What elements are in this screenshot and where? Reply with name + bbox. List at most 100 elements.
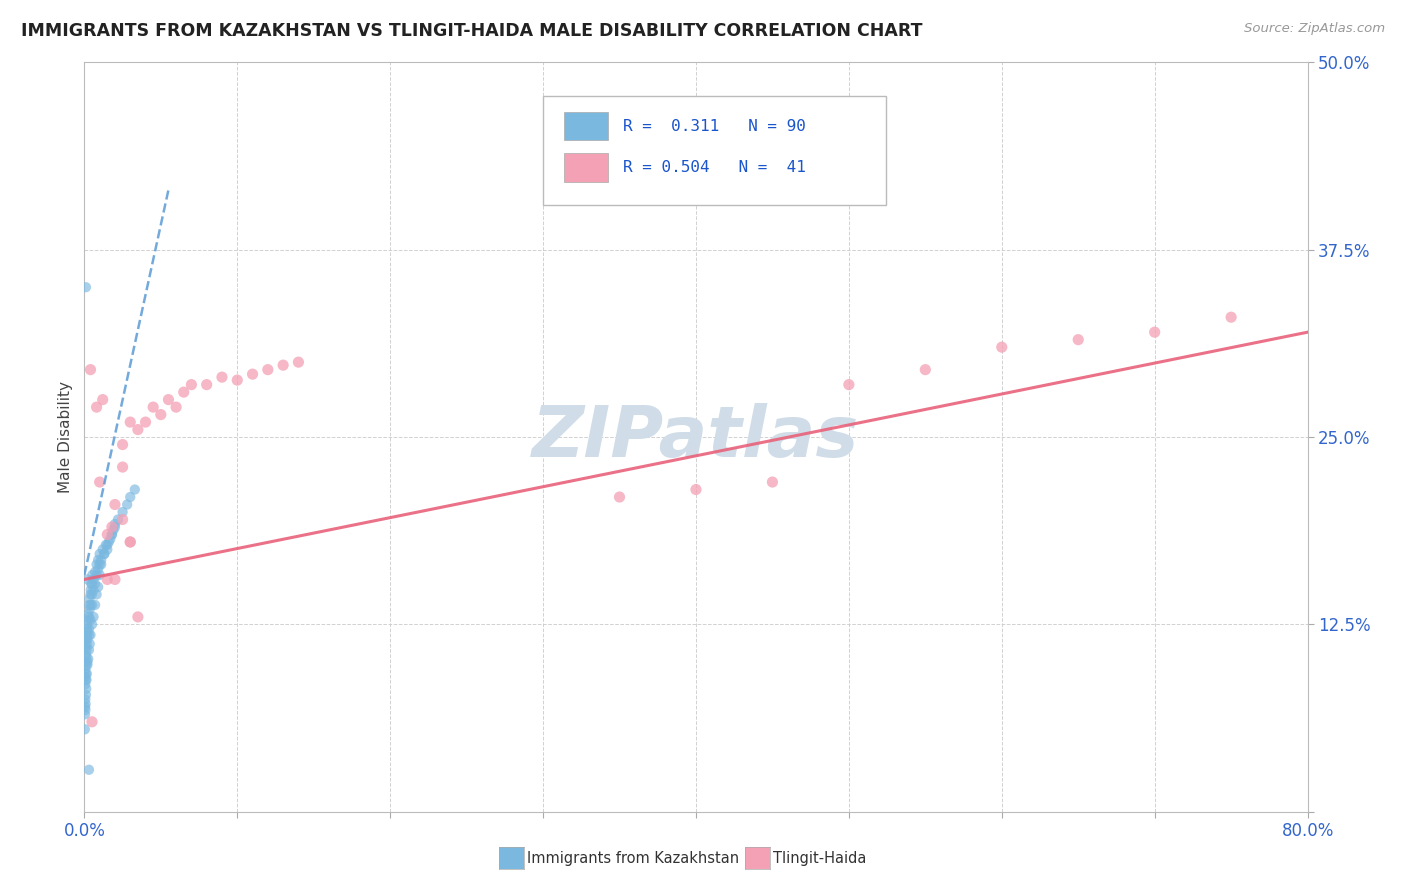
Point xyxy=(101,527,124,541)
Point xyxy=(83,610,105,624)
Text: Tlingit-Haida: Tlingit-Haida xyxy=(773,851,866,865)
Point xyxy=(83,573,105,587)
Point xyxy=(93,547,115,561)
Point xyxy=(104,498,127,512)
Point xyxy=(104,516,127,531)
Point xyxy=(120,535,142,549)
Point xyxy=(135,415,157,429)
Point xyxy=(271,358,294,372)
Point xyxy=(127,610,149,624)
Point xyxy=(76,622,98,636)
Point xyxy=(91,392,114,407)
Point xyxy=(84,565,107,579)
Point xyxy=(73,655,96,669)
Point xyxy=(94,538,117,552)
Point xyxy=(76,624,98,639)
Text: Immigrants from Kazakhstan: Immigrants from Kazakhstan xyxy=(527,851,740,865)
Text: IMMIGRANTS FROM KAZAKHSTAN VS TLINGIT-HAIDA MALE DISABILITY CORRELATION CHART: IMMIGRANTS FROM KAZAKHSTAN VS TLINGIT-HA… xyxy=(21,22,922,40)
Point xyxy=(76,613,98,627)
Point xyxy=(87,580,110,594)
Point xyxy=(103,523,125,537)
Point xyxy=(149,408,172,422)
Point xyxy=(77,622,100,636)
Point xyxy=(84,598,107,612)
Text: ZIPatlas: ZIPatlas xyxy=(533,402,859,472)
Point xyxy=(77,610,100,624)
Point xyxy=(79,613,101,627)
FancyBboxPatch shape xyxy=(543,96,886,205)
Point xyxy=(124,483,146,497)
Point xyxy=(75,662,97,676)
Point xyxy=(76,655,98,669)
Point xyxy=(120,490,142,504)
Point xyxy=(97,535,120,549)
Point xyxy=(80,577,103,591)
Point xyxy=(75,632,97,647)
Text: R = 0.504   N =  41: R = 0.504 N = 41 xyxy=(623,160,806,175)
Point xyxy=(79,587,101,601)
Point xyxy=(80,577,103,591)
Point xyxy=(914,362,936,376)
Point xyxy=(93,547,115,561)
Point xyxy=(86,587,108,601)
Point xyxy=(86,558,108,572)
Point xyxy=(75,688,97,702)
Point xyxy=(75,640,97,654)
Point xyxy=(83,582,105,597)
Point xyxy=(115,498,138,512)
Point xyxy=(76,632,98,647)
Point xyxy=(84,577,107,591)
Point xyxy=(111,505,134,519)
Text: Source: ZipAtlas.com: Source: ZipAtlas.com xyxy=(1244,22,1385,36)
Point xyxy=(86,568,108,582)
Point xyxy=(991,340,1014,354)
Point xyxy=(77,628,100,642)
Point xyxy=(79,598,101,612)
Point xyxy=(77,598,100,612)
Point xyxy=(838,377,860,392)
Point xyxy=(75,673,97,687)
Point xyxy=(79,628,101,642)
Point xyxy=(101,527,124,541)
Point xyxy=(77,643,100,657)
Point xyxy=(609,490,631,504)
Point xyxy=(79,602,101,616)
Point xyxy=(120,535,142,549)
Point xyxy=(75,280,97,294)
Point xyxy=(89,547,111,561)
Point xyxy=(76,637,98,651)
Point xyxy=(75,666,97,681)
Point xyxy=(98,532,121,546)
Point xyxy=(287,355,309,369)
Point xyxy=(79,362,101,376)
Point xyxy=(257,362,280,376)
Bar xyxy=(564,112,607,140)
Point xyxy=(91,542,114,557)
Point xyxy=(80,598,103,612)
Point xyxy=(80,714,103,729)
Point xyxy=(111,460,134,475)
Point xyxy=(180,377,202,392)
Point xyxy=(76,617,98,632)
Point xyxy=(73,707,96,722)
Point xyxy=(76,643,98,657)
Point xyxy=(76,628,98,642)
Point xyxy=(75,670,97,684)
Point xyxy=(111,437,134,451)
Point xyxy=(87,562,110,576)
Point xyxy=(226,373,249,387)
Point xyxy=(75,681,97,696)
Point xyxy=(76,666,98,681)
Bar xyxy=(564,153,607,182)
Text: R =  0.311   N = 90: R = 0.311 N = 90 xyxy=(623,119,806,134)
Point xyxy=(76,657,98,672)
Point xyxy=(75,703,97,717)
Point xyxy=(107,512,129,526)
Point xyxy=(173,385,195,400)
Point xyxy=(86,400,108,414)
Point xyxy=(82,568,104,582)
Point xyxy=(127,423,149,437)
Point xyxy=(75,697,97,711)
Point xyxy=(165,400,187,414)
Point xyxy=(90,558,112,572)
